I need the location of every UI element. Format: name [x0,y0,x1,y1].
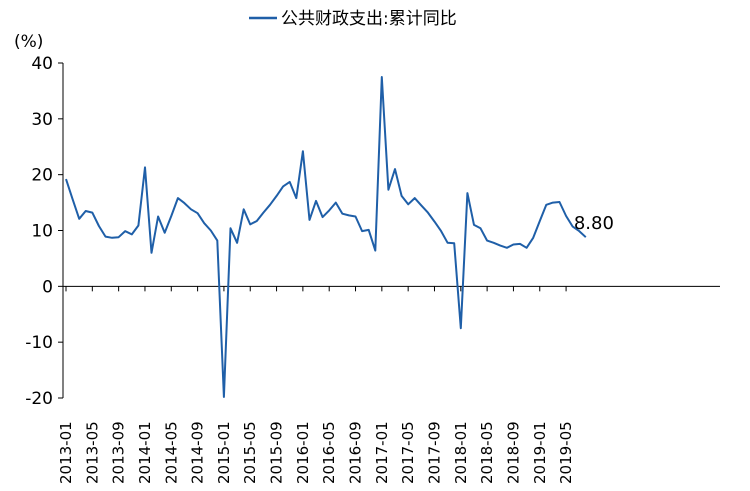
x-axis: 2013-01 2013-05 2013-09 2014-01 2014-05 2014-… [57,285,720,484]
x-tick-label: 2017-05 [399,421,417,484]
x-tick-label: 2015-09 [268,421,286,484]
legend: 公共财政支出:累计同比 [249,9,457,29]
series-line [65,76,587,398]
x-tick-label: 2017-01 [373,421,391,484]
y-tick-label: -20 [25,389,53,409]
y-tick-label: 0 [42,277,53,297]
x-tick-label: 2013-09 [110,421,128,484]
legend-label: 公共财政支出:累计同比 [281,9,457,29]
x-tick-label: 2017-09 [425,421,443,484]
y-tick-label: 10 [31,222,53,242]
y-tick-label: -10 [25,333,53,353]
x-tick-label: 2014-09 [189,421,207,484]
end-value-label: 8.80 [574,213,614,234]
y-tick-label: 30 [31,110,53,130]
x-tick-label: 2013-05 [83,421,101,484]
series-layer [65,76,587,398]
x-tick-label: 2019-05 [557,421,575,484]
x-tick-label: 2013-01 [57,421,75,484]
y-tick-label: 40 [31,54,53,74]
x-tick-label: 2018-09 [504,421,522,484]
x-tick-label: 2015-05 [241,421,259,484]
x-tick-label: 2014-05 [162,421,180,484]
x-tick-label: 2019-01 [531,421,549,484]
y-axis: 40 30 20 10 0 -10 -20 [25,54,64,409]
x-tick-label: 2018-01 [452,421,470,484]
x-tick-label: 2016-01 [294,421,312,484]
y-axis-unit: (%) [14,32,43,52]
x-tick-label: 2014-01 [136,421,154,484]
x-tick-label: 2016-09 [347,421,365,484]
x-tick-label: 2018-05 [478,421,496,484]
y-tick-label: 20 [31,166,53,186]
x-tick-label: 2015-01 [215,421,233,484]
x-tick-label: 2016-05 [320,421,338,484]
